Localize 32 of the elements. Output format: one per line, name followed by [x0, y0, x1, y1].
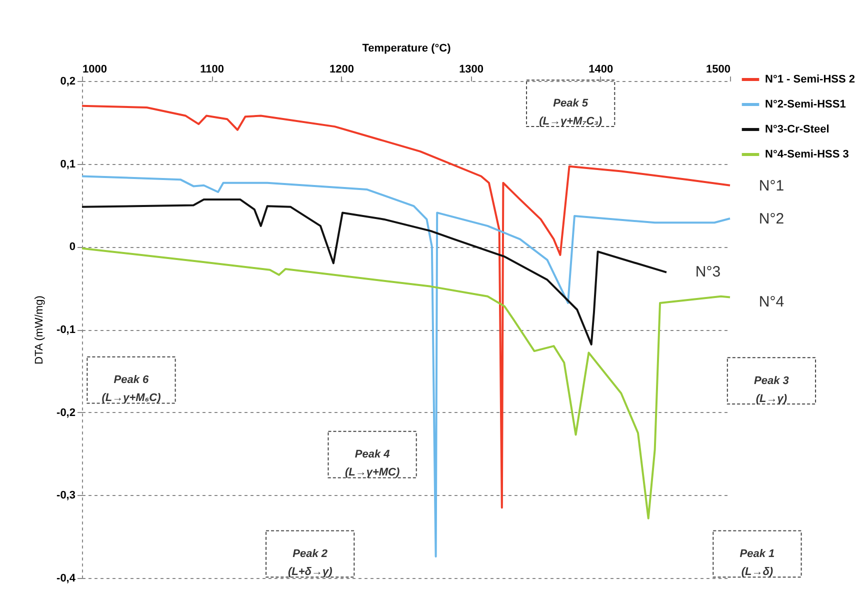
annotation: Peak 6 (L→γ+M₆C): [102, 374, 162, 404]
annotation: Peak 4 (L→γ+MC): [344, 448, 400, 479]
y-tick-label: -0,1: [56, 324, 76, 336]
x-tick-label: 1000: [82, 64, 107, 76]
x-axis-title: Temperature (°C): [362, 42, 452, 54]
x-tick-label: 1400: [588, 64, 614, 76]
x-tick-label: 1300: [459, 64, 484, 76]
y-tick-label: -0,3: [56, 490, 76, 502]
y-tick-label: -0,2: [56, 406, 76, 419]
annotation: N°3: [695, 264, 721, 281]
text: Peak 3 (L→γ): [754, 374, 789, 405]
y-tick-label: 0,1: [60, 158, 76, 170]
y-tick-label: -0,4: [56, 572, 76, 584]
text: N°1: [758, 177, 784, 194]
x-tick-label: 1100: [200, 64, 224, 76]
text: Peak 1 (L→δ): [740, 548, 775, 578]
x-tick-label: 1200: [329, 64, 354, 76]
legend-label: N°1 - Semi-HSS 2: [765, 74, 855, 86]
annotation: Peak 5 (L→γ+M₇C₃): [539, 97, 602, 128]
annotation: Peak 2 (L+δ→γ): [288, 548, 333, 578]
legend-label: N°3-Cr-Steel: [765, 124, 830, 136]
y-axis-title: DTA (mW/mg): [34, 296, 46, 364]
line-series: [81, 198, 668, 346]
legend-label: N°4-Semi-HSS 3: [765, 148, 849, 160]
text: N°2: [758, 210, 784, 228]
text: N°4: [758, 293, 784, 310]
y-tick-label: 0: [69, 241, 76, 254]
y-tick-label: 0,2: [60, 76, 76, 88]
x-tick-label: 1500: [706, 64, 730, 76]
line-series: [81, 247, 731, 520]
line-series: [81, 175, 731, 558]
legend-label: N°2-Semi-HSS1: [765, 98, 846, 110]
